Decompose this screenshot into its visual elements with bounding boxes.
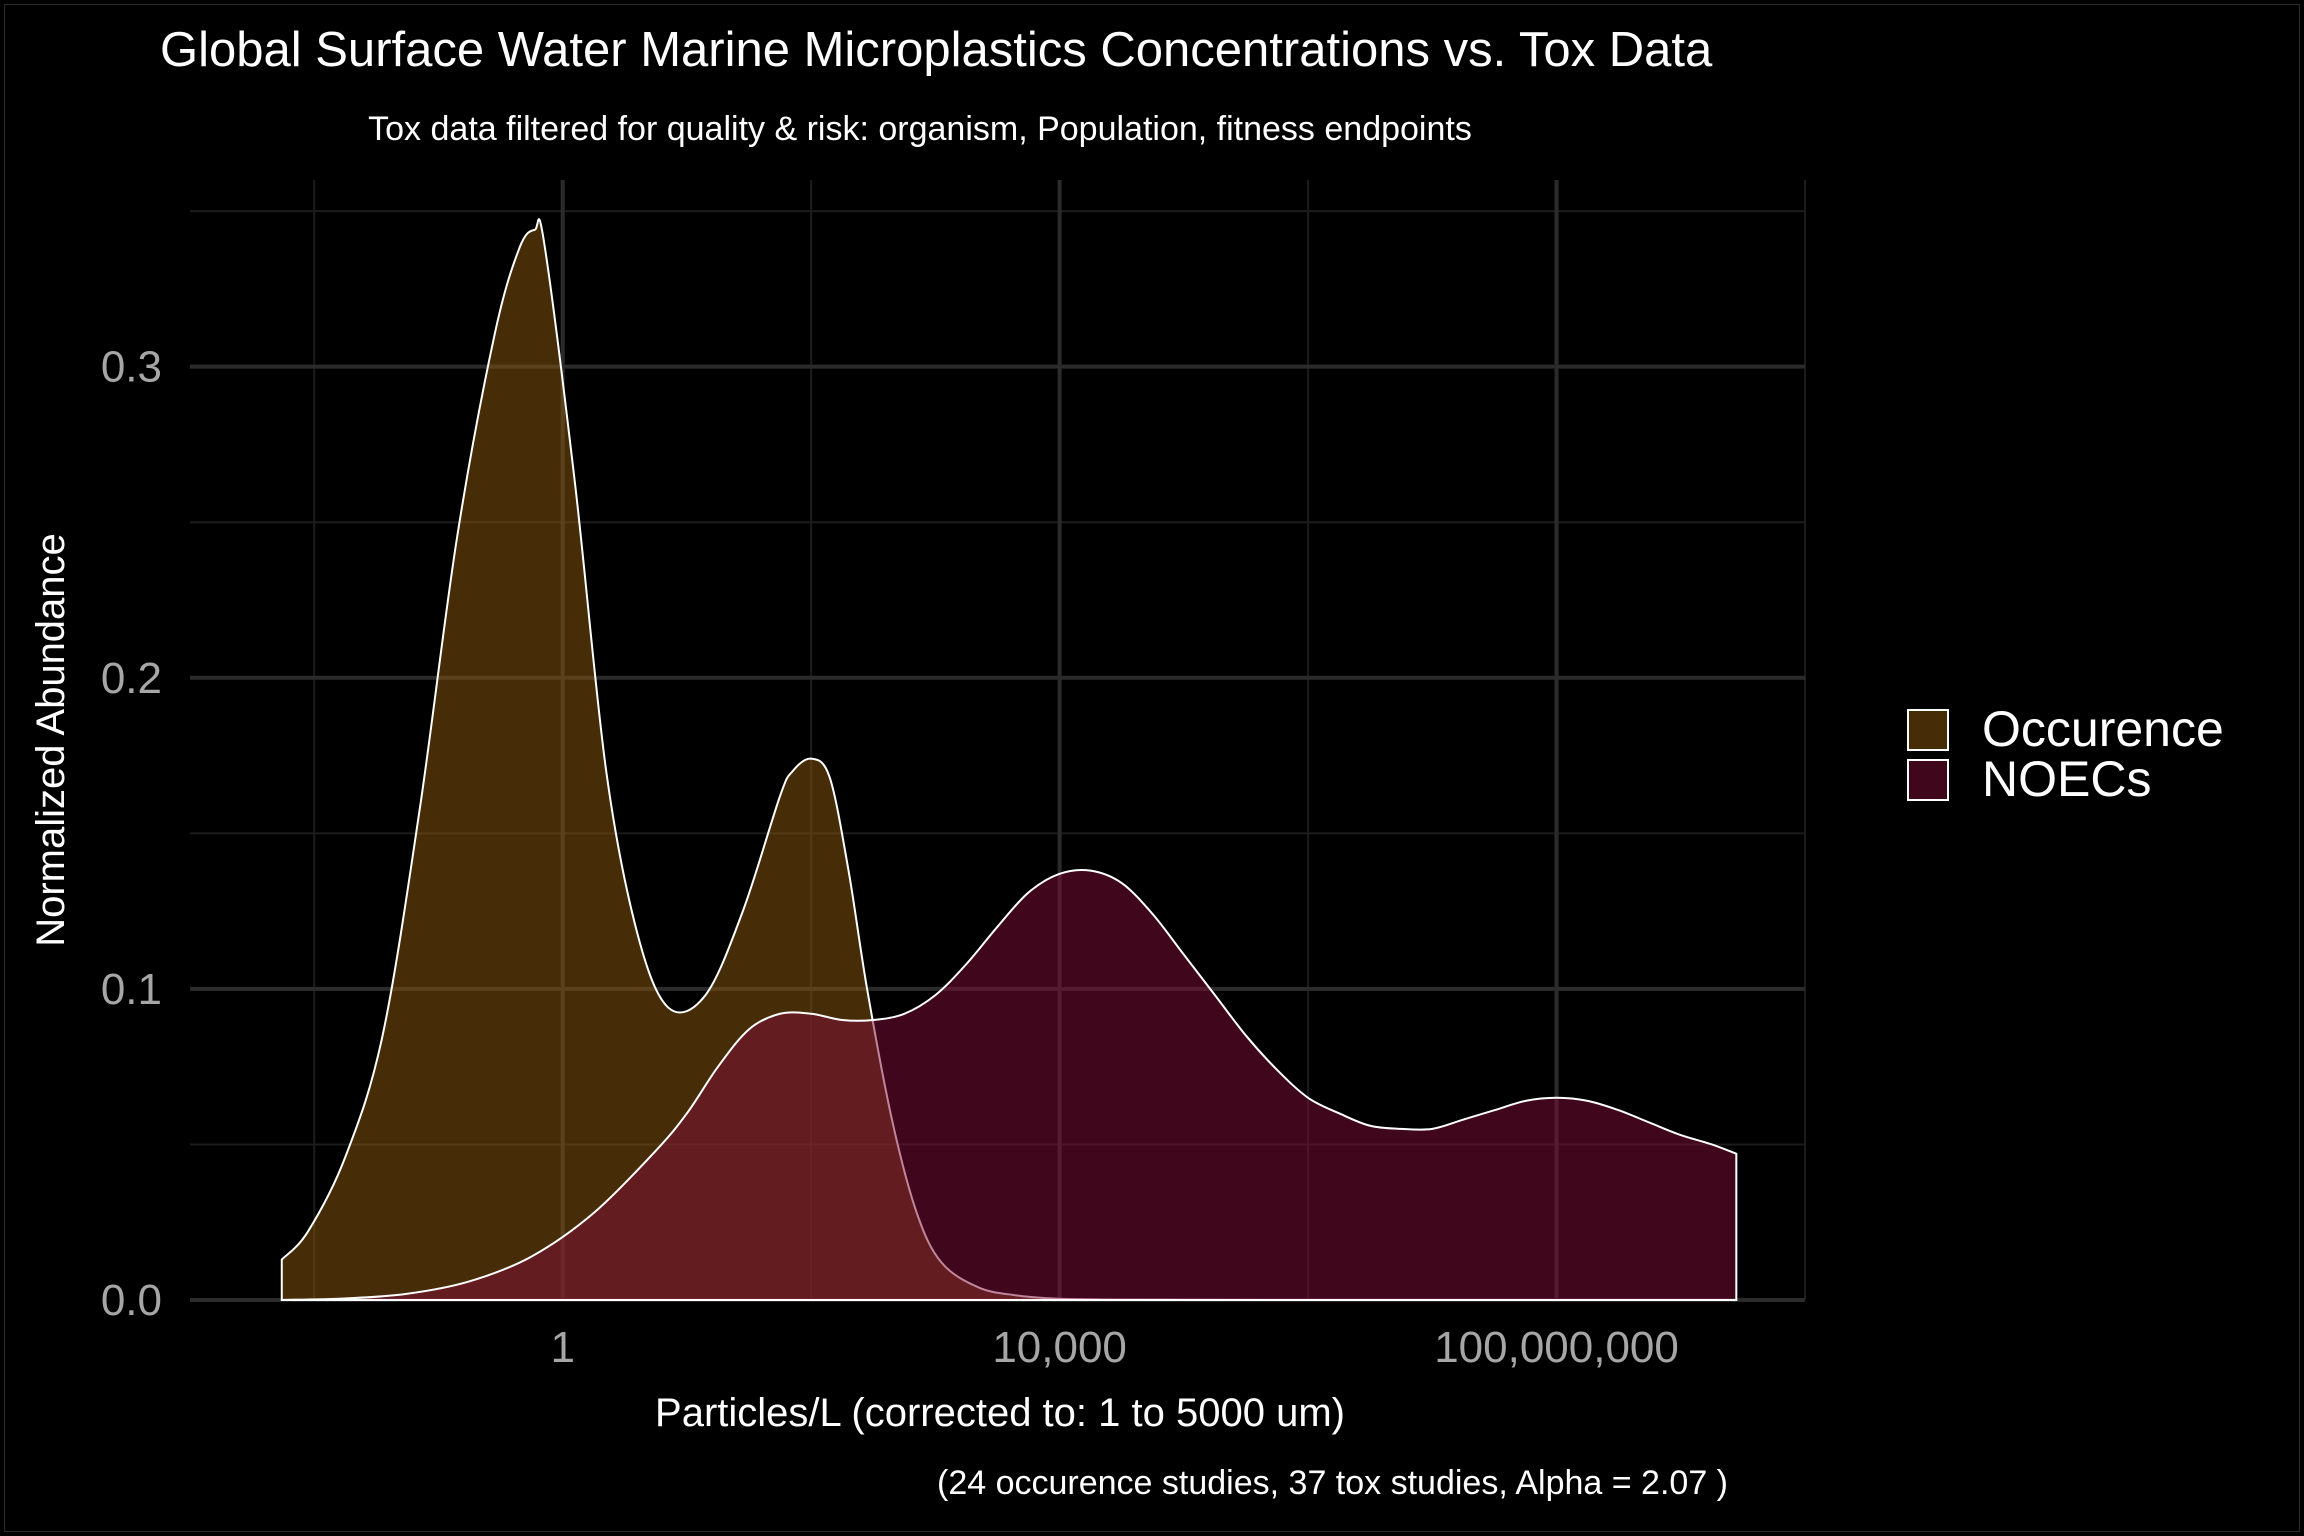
y-tick-label: 0.3 <box>101 343 162 392</box>
y-tick-label: 0.2 <box>101 654 162 703</box>
y-tick-label: 0.1 <box>101 965 162 1014</box>
x-axis-title: Particles/L (corrected to: 1 to 5000 um) <box>655 1391 1345 1435</box>
tick-layer: 0.0 0.1 0.2 0.3 1 10,000 100,000,000 <box>101 343 1679 1372</box>
caption: (24 occurence studies, 37 tox studies, A… <box>937 1464 1728 1502</box>
density-area-noecs <box>281 868 1738 1301</box>
legend-swatch <box>1907 759 1949 801</box>
legend-swatch <box>1907 709 1949 751</box>
x-tick-label: 100,000,000 <box>1434 1323 1679 1372</box>
chart-frame <box>4 4 2300 1532</box>
y-axis-title: Normalized Abundance <box>29 533 73 947</box>
legend-label: Occurence <box>1982 701 2224 757</box>
series-layer <box>280 218 1738 1302</box>
chart-subtitle: Tox data filtered for quality & risk: or… <box>368 110 1472 148</box>
x-tick-label: 10,000 <box>992 1323 1127 1372</box>
chart-title: Global Surface Water Marine Microplastic… <box>160 23 1713 77</box>
y-tick-label: 0.0 <box>101 1276 162 1325</box>
x-tick-label: 1 <box>550 1323 574 1372</box>
legend-label: NOECs <box>1982 751 2151 807</box>
